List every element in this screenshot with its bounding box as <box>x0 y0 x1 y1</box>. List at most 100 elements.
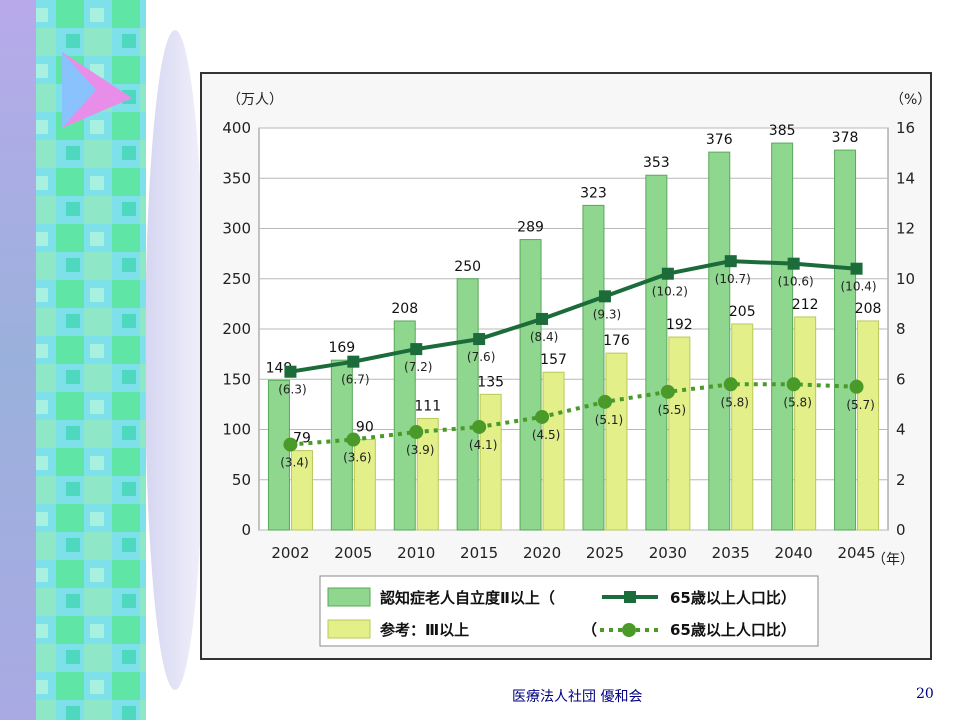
line-point-label: (10.7) <box>715 272 751 286</box>
bar-main-value-label: 353 <box>643 155 670 171</box>
line-point-square <box>473 333 486 346</box>
page-number: 20 <box>916 686 934 702</box>
y2-tick-label: 6 <box>896 370 906 388</box>
legend-label-line-reference: 65歳以上人口比） <box>670 621 796 639</box>
x-tick-label: 2002 <box>271 544 309 562</box>
line-65-ratio <box>290 259 857 374</box>
line-point-square <box>724 255 737 268</box>
y2-tick-label: 0 <box>896 521 906 539</box>
chart-frame: 0 0 50 2 100 4 150 6 200 8 250 10 300 12 350 14 400 16 （万人… <box>200 72 932 660</box>
bar-main-value-label: 323 <box>580 185 607 201</box>
bar-reference <box>605 352 628 531</box>
line-point-square <box>850 262 863 275</box>
line-point-label: (4.5) <box>532 428 560 442</box>
x-tick-label: 2020 <box>523 544 561 562</box>
bar-main <box>834 149 857 531</box>
line-point-circle <box>283 437 298 452</box>
x-tick-label: 2005 <box>334 544 372 562</box>
legend-marker-circle <box>622 623 636 637</box>
x-tick-label: 2030 <box>649 544 687 562</box>
legend-label-line-main: 65歳以上人口比） <box>670 589 796 607</box>
line-point-square <box>598 290 611 303</box>
line-point-label: (3.6) <box>343 451 371 465</box>
line-point-label: (3.4) <box>280 456 308 470</box>
bar-main-value-label: 169 <box>328 340 355 356</box>
line-point-label: (8.4) <box>530 330 558 344</box>
legend-label-main: 認知症老人自立度Ⅱ以上（ <box>380 589 555 607</box>
x-tick-label: 2025 <box>586 544 624 562</box>
bar-main <box>771 142 794 531</box>
line-point-circle <box>535 409 550 424</box>
bar-main <box>267 379 290 531</box>
y-axis-unit: （万人） <box>227 92 283 108</box>
y2-tick-label: 2 <box>896 471 906 489</box>
y2-tick-label: 16 <box>896 119 915 137</box>
bar-reference-value-label: 79 <box>293 431 311 447</box>
line-point-label: (5.5) <box>658 403 686 417</box>
bar-reference-value-label: 176 <box>603 333 630 349</box>
bar-reference-value-label: 90 <box>356 420 374 436</box>
bar-reference <box>416 417 439 531</box>
line-point-label: (5.8) <box>721 395 749 409</box>
line-point-square <box>284 365 297 378</box>
line-point-square <box>787 257 800 270</box>
bar-main-value-label: 250 <box>454 259 481 275</box>
line-point-label: (9.3) <box>593 307 621 321</box>
line-point-label: (5.8) <box>783 395 811 409</box>
bar-reference <box>794 316 817 531</box>
line-point-label: (5.1) <box>595 413 623 427</box>
decorative-side-pattern <box>0 0 200 720</box>
y-tick-label: 0 <box>241 521 251 539</box>
line-point-label: (3.9) <box>406 443 434 457</box>
line-point-square <box>661 267 674 280</box>
bar-reference <box>857 320 880 531</box>
y2-axis-unit: （%） <box>890 92 930 108</box>
x-tick-label: 2045 <box>837 544 875 562</box>
y-tick-label: 250 <box>222 270 251 288</box>
bar-main <box>582 204 605 531</box>
bar-reference-value-label: 157 <box>540 352 567 368</box>
legend-label-paren: （ <box>582 621 597 639</box>
line-point-circle <box>660 384 675 399</box>
bar-reference-value-label: 111 <box>414 398 441 414</box>
y2-tick-label: 8 <box>896 320 906 338</box>
footer-organization: 医療法人社団 優和会 <box>512 689 643 705</box>
bar-main <box>456 278 479 531</box>
bar-reference-value-label: 212 <box>792 297 819 313</box>
legend-swatch-main <box>327 587 371 607</box>
line-point-square <box>347 355 360 368</box>
y2-tick-label: 14 <box>896 169 915 187</box>
bar-reference <box>668 336 691 531</box>
bar-main <box>708 151 731 531</box>
legend-marker-square <box>624 591 636 603</box>
y2-tick-label: 4 <box>896 421 906 439</box>
bar-main-value-label: 378 <box>832 130 859 146</box>
line-point-label: (5.7) <box>846 398 874 412</box>
x-axis-unit: （年） <box>872 552 914 568</box>
y-tick-label: 150 <box>222 370 251 388</box>
chart: 0 0 50 2 100 4 150 6 200 8 250 10 300 12 350 14 400 16 （万人… <box>222 92 930 647</box>
y2-tick-label: 10 <box>896 270 915 288</box>
x-tick-label: 2010 <box>397 544 435 562</box>
legend-label-reference: 参考：Ⅲ以上 <box>380 621 469 639</box>
line-point-label: (10.6) <box>778 275 814 289</box>
bar-reference <box>479 393 502 531</box>
x-tick-label: 2015 <box>460 544 498 562</box>
bar-main <box>519 239 542 531</box>
bar-main-value-label: 376 <box>706 132 733 148</box>
legend-swatch-reference <box>327 619 371 639</box>
y-tick-label: 50 <box>232 471 251 489</box>
line-point-circle <box>597 394 612 409</box>
y-tick-label: 100 <box>222 421 251 439</box>
bar-reference <box>290 450 313 531</box>
bar-reference-value-label: 192 <box>666 317 693 333</box>
line-point-label: (7.6) <box>467 350 495 364</box>
legend-box <box>319 575 819 647</box>
y-tick-label: 200 <box>222 320 251 338</box>
bar-main <box>645 174 668 531</box>
line-point-square <box>536 312 549 325</box>
bar-main-value-label: 385 <box>769 123 796 139</box>
triangle-play-icon <box>62 52 132 128</box>
y2-tick-label: 12 <box>896 220 915 238</box>
line-point-label: (6.3) <box>278 383 306 397</box>
